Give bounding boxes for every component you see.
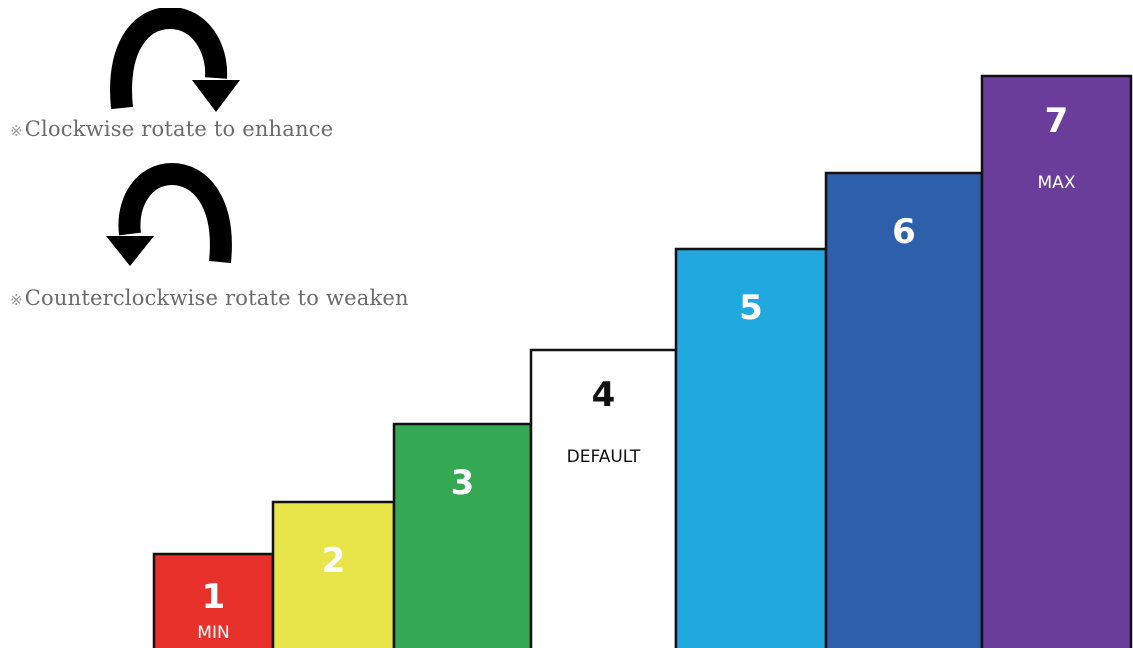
level-4-bar [529, 348, 678, 648]
level-4-tag: DEFAULT [567, 447, 641, 467]
level-2-number: 2 [322, 541, 346, 581]
level-7-bar [980, 74, 1133, 648]
clockwise-instruction-text: Clockwise rotate to enhance [24, 117, 334, 141]
level-6-bar [824, 171, 984, 648]
counterclockwise-instruction: ※Counterclockwise rotate to weaken [10, 286, 409, 310]
level-4-number: 4 [592, 375, 616, 415]
clockwise-instruction: ※Clockwise rotate to enhance [10, 117, 333, 141]
note-mark: ※ [10, 291, 23, 309]
clockwise-arrow-icon [110, 8, 240, 112]
level-3-number: 3 [451, 463, 475, 503]
counterclockwise-arrow-icon [106, 162, 232, 266]
level-7-number: 7 [1045, 101, 1069, 141]
level-1-number: 1 [202, 577, 226, 617]
note-mark: ※ [10, 122, 23, 140]
level-5-number: 5 [739, 288, 763, 328]
level-6-number: 6 [892, 212, 916, 252]
level-7-tag: MAX [1038, 173, 1076, 193]
level-3-bar [392, 422, 533, 648]
level-1-bar [152, 552, 275, 648]
level-1-tag: MIN [197, 623, 229, 643]
counterclockwise-instruction-text: Counterclockwise rotate to weaken [24, 286, 409, 310]
level-2-bar [271, 500, 396, 648]
